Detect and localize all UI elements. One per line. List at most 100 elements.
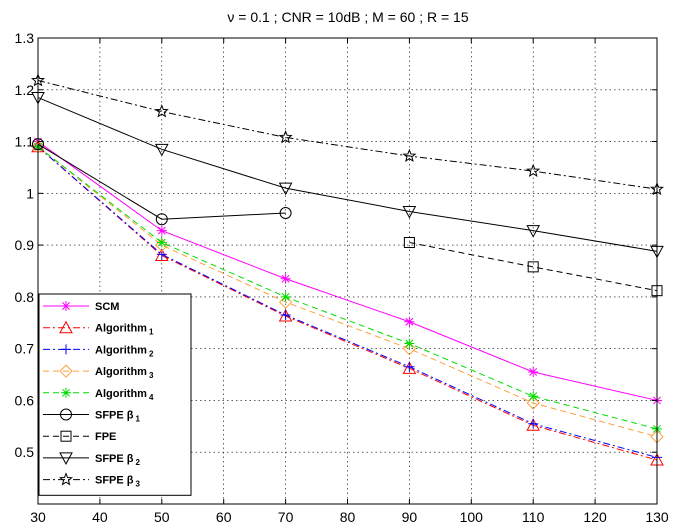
data-point [154, 248, 169, 261]
series-line [37, 146, 658, 458]
data-point [280, 273, 291, 284]
legend-label-subscript: 2 [149, 349, 154, 358]
data-point [278, 309, 293, 322]
legend-label: Algorithm 3 [95, 366, 154, 380]
y-tick-label: 0.5 [15, 444, 35, 460]
legend-label: Algorithm 2 [95, 344, 154, 358]
series-line [37, 146, 658, 461]
legend-entry: FPE [43, 430, 116, 443]
legend-label-main: Algorithm [95, 344, 147, 356]
data-point [278, 130, 293, 144]
series-line [37, 143, 286, 220]
y-tick-label: 1.3 [15, 30, 35, 46]
series-3 [31, 140, 664, 444]
legend-marker [61, 344, 71, 355]
legend-label-main: FPE [95, 431, 116, 443]
legend-label-main: Algorithm [95, 366, 147, 378]
data-point [278, 295, 293, 309]
data-point [154, 104, 169, 118]
x-tick-label: 30 [30, 509, 46, 525]
data-point [154, 143, 169, 157]
legend-label-subscript: 4 [149, 393, 154, 402]
legend-entry: Algorithm 1 [43, 320, 154, 337]
data-point [528, 391, 539, 402]
data-point [526, 225, 541, 238]
legend-marker [60, 408, 72, 421]
legend-label-main: SFPE β [95, 475, 134, 487]
legend-label-subscript: 2 [136, 458, 141, 467]
data-point [527, 261, 539, 273]
legend-label-subscript: 3 [136, 480, 141, 489]
series-line [37, 146, 658, 438]
series-line [409, 242, 658, 292]
legend-marker [58, 472, 74, 486]
x-tick-label: 130 [645, 509, 669, 525]
legend-label-main: SFPE β [95, 410, 134, 422]
y-tick-label: 0.7 [15, 341, 35, 357]
legend-label-main: Algorithm [95, 388, 147, 400]
data-point [402, 205, 417, 219]
legend-label: Algorithm 1 [95, 323, 154, 337]
legend-label-main: SFPE β [95, 453, 134, 465]
legend-label-main: SCM [95, 301, 119, 313]
y-tick-label: 1.1 [15, 134, 35, 150]
series-line [37, 97, 658, 252]
chart-title: ν = 0.1 ; CNR = 10dB ; M = 60 ; R = 15 [227, 9, 468, 25]
legend-label-main: Algorithm [95, 323, 147, 335]
legend-entry: Algorithm 3 [43, 364, 154, 380]
data-point [280, 310, 291, 321]
y-tick-label: 1.2 [15, 82, 35, 98]
axes: 30 40 50 60 70 80 90 100 110 120 130 0.5 0.6 0.7 0.8 0.… [15, 30, 669, 525]
x-tick-label: 110 [522, 509, 545, 525]
data-point [402, 148, 417, 163]
legend-entry: Algorithm 2 [43, 344, 154, 358]
x-tick-label: 70 [278, 509, 294, 525]
series-line [37, 146, 658, 430]
legend-entry: Algorithm 4 [43, 388, 154, 402]
legend-label-subscript: 3 [149, 371, 154, 380]
legend-marker [61, 301, 71, 311]
data-point [404, 338, 415, 349]
data-point [402, 341, 417, 356]
x-tick-label: 80 [340, 509, 356, 525]
data-point [404, 361, 415, 372]
plot-area [30, 73, 665, 466]
series-line [37, 79, 658, 190]
legend-label-subscript: 1 [149, 328, 154, 337]
y-tick-label: 0.8 [15, 289, 35, 305]
series-7 [31, 92, 664, 259]
data-point [156, 237, 167, 248]
legend-label-subscript: 1 [136, 415, 141, 424]
data-point [280, 291, 291, 302]
data-point [404, 316, 415, 327]
data-point [278, 182, 293, 196]
x-tick-label: 90 [402, 509, 418, 525]
legend-entry: SCM [43, 301, 119, 313]
y-tick-label: 0.6 [15, 392, 35, 408]
y-tick-label: 1 [26, 185, 34, 201]
data-point [156, 225, 167, 236]
x-tick-label: 120 [583, 509, 607, 525]
series-8 [30, 73, 665, 196]
data-point [526, 163, 541, 178]
data-point [155, 213, 168, 226]
legend-marker [59, 364, 73, 378]
series-line [37, 141, 658, 401]
legend-label: Algorithm 4 [95, 388, 154, 402]
x-tick-label: 60 [216, 509, 232, 525]
data-point [403, 237, 415, 249]
data-point [528, 418, 539, 429]
x-tick-label: 40 [92, 509, 108, 525]
legend-label: FPE [95, 431, 116, 443]
legend-label: SCM [95, 301, 119, 313]
y-tick-label: 0.9 [15, 237, 35, 253]
data-point [526, 396, 540, 410]
legend-marker [61, 387, 71, 398]
